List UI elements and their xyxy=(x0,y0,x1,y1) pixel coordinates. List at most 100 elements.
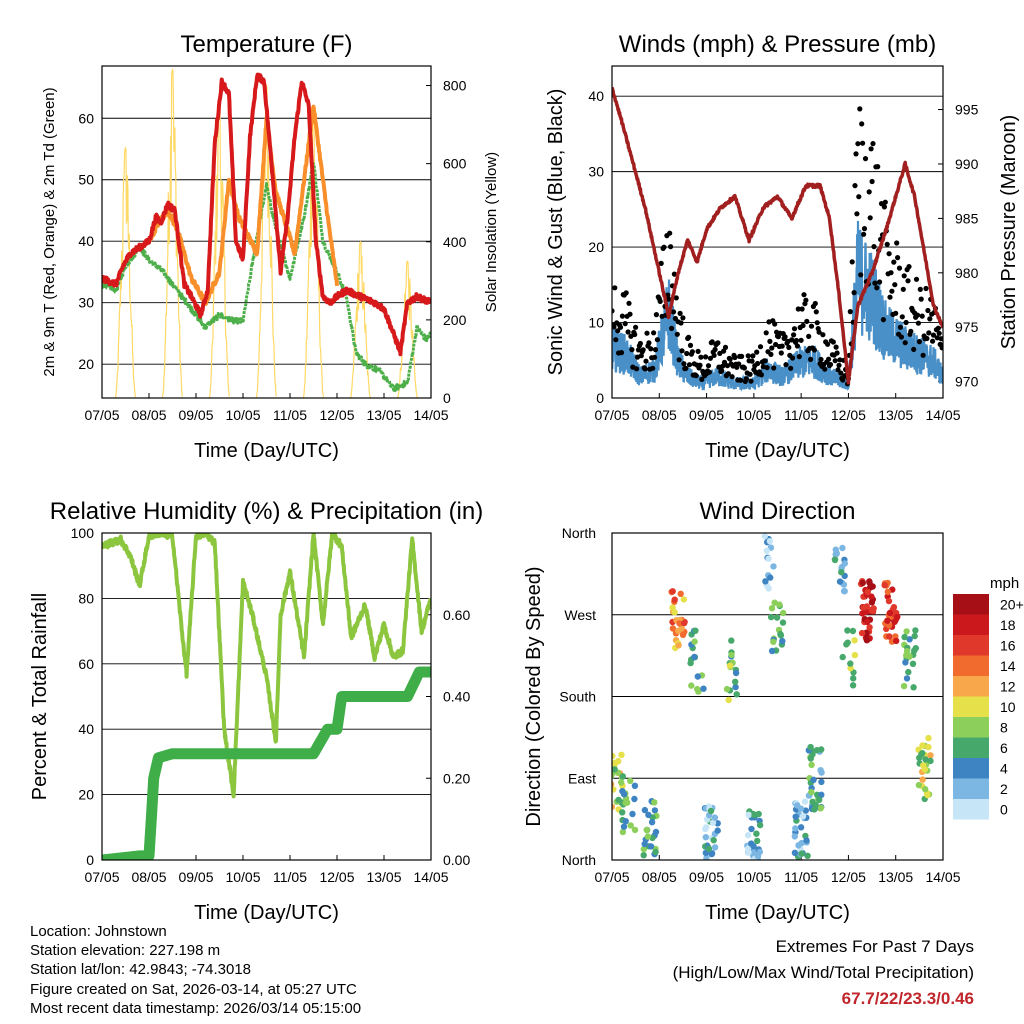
gust-point xyxy=(857,106,863,112)
gust-point xyxy=(745,353,751,359)
gust-point xyxy=(763,330,769,336)
gust-point xyxy=(834,350,840,356)
gust-point xyxy=(786,344,792,350)
gust-point xyxy=(727,356,733,362)
direction-point xyxy=(675,642,682,649)
direction-point xyxy=(703,855,710,860)
gust-point xyxy=(790,355,796,361)
gust-point xyxy=(908,328,914,334)
direction-point xyxy=(802,807,809,814)
y-right-tick-label: 0.00 xyxy=(443,852,470,868)
direction-point xyxy=(728,637,735,644)
x-tick-label: 13/05 xyxy=(366,407,401,423)
winds-pressure-panel: Winds (mph) & Pressure (mb) Time (Day/UTC… xyxy=(545,31,1020,462)
direction-point xyxy=(817,804,825,811)
colorbar-swatch xyxy=(953,799,989,820)
direction-point xyxy=(732,678,739,685)
gust-point xyxy=(891,259,897,265)
gust-point xyxy=(725,371,731,377)
gust-point xyxy=(771,365,777,371)
gust-point xyxy=(632,331,638,338)
gust-point xyxy=(693,373,699,379)
gust-point xyxy=(924,335,930,342)
x-tick-label: 13/05 xyxy=(878,869,913,885)
gust-point xyxy=(612,324,617,330)
direction-point xyxy=(902,659,909,666)
gust-point xyxy=(808,323,815,329)
y-tick-label: 50 xyxy=(78,172,94,188)
gust-point xyxy=(736,361,742,367)
gust-point xyxy=(888,270,894,276)
direction-point xyxy=(808,788,815,796)
gust-point xyxy=(803,297,809,303)
direction-point xyxy=(792,825,799,832)
gust-point xyxy=(867,215,873,221)
direction-point xyxy=(833,550,840,557)
direction-point xyxy=(691,653,698,661)
direction-point xyxy=(612,786,617,793)
plot-border xyxy=(611,532,944,861)
y-left-axis-label: 2m & 9m T (Red, Orange) & 2m Td (Green) xyxy=(41,87,58,376)
x-axis-label: Time (Day/UTC) xyxy=(194,440,339,462)
y-right-tick-label: 0.20 xyxy=(443,770,470,786)
x-tick-label: 11/05 xyxy=(273,407,307,423)
direction-point xyxy=(818,769,825,776)
x-tick-label: 11/05 xyxy=(784,407,818,423)
x-tick-label: 09/05 xyxy=(689,407,724,423)
direction-point xyxy=(921,766,928,773)
solar-insolation-peak xyxy=(396,260,418,398)
colorbar-unit: mph xyxy=(990,575,1019,592)
direction-point xyxy=(631,782,639,789)
direction-point xyxy=(838,569,845,576)
direction-point xyxy=(677,590,684,597)
direction-point xyxy=(850,675,857,682)
x-axis-label: Time (Day/UTC) xyxy=(705,440,850,462)
gust-point xyxy=(757,344,764,350)
extremes-subtitle: (High/Low/Max Wind/Total Precipitation) xyxy=(672,963,974,982)
gust-point xyxy=(638,353,644,359)
gust-point xyxy=(832,358,838,364)
gust-point xyxy=(640,347,646,353)
direction-point xyxy=(869,607,876,615)
gust-point xyxy=(897,324,904,330)
gust-point xyxy=(799,306,805,312)
y-right-tick-label: 975 xyxy=(955,319,979,335)
direction-point xyxy=(681,619,688,627)
gust-point xyxy=(798,337,804,343)
gust-point xyxy=(698,354,704,360)
gust-point xyxy=(871,244,877,250)
direction-point xyxy=(836,578,844,585)
gust-point xyxy=(927,316,933,322)
direction-point xyxy=(714,820,721,827)
direction-point xyxy=(612,773,614,780)
direction-point xyxy=(770,563,777,570)
gust-point xyxy=(709,339,715,345)
colorbar-swatch xyxy=(953,758,989,779)
colorbar-swatch xyxy=(953,635,989,656)
gust-point xyxy=(652,354,658,360)
direction-point xyxy=(641,840,648,848)
direction-point xyxy=(808,761,815,769)
direction-point xyxy=(779,637,786,645)
direction-point xyxy=(906,636,913,643)
x-tick-label: 12/05 xyxy=(319,869,354,885)
x-axis-label: Time (Day/UTC) xyxy=(705,902,850,924)
x-tick-label: 14/05 xyxy=(413,407,448,423)
gust-point xyxy=(772,321,778,327)
gust-point xyxy=(667,230,673,236)
direction-point xyxy=(629,810,636,818)
direction-point xyxy=(798,850,805,857)
direction-point xyxy=(763,547,770,554)
gust-point xyxy=(779,343,785,349)
speed-colorbar: mph 20+ 18 16 14 12 10 8 6 4 2 0 xyxy=(953,575,1024,820)
direction-point xyxy=(811,806,818,813)
gust-point xyxy=(657,298,663,304)
direction-tick-label: South xyxy=(559,689,596,705)
direction-point xyxy=(860,604,867,611)
gust-point xyxy=(767,338,773,344)
gust-point xyxy=(622,321,628,327)
solar-insolation-peak xyxy=(114,146,136,398)
direction-point xyxy=(866,624,873,631)
gust-point xyxy=(671,271,678,277)
direction-point xyxy=(725,696,732,704)
